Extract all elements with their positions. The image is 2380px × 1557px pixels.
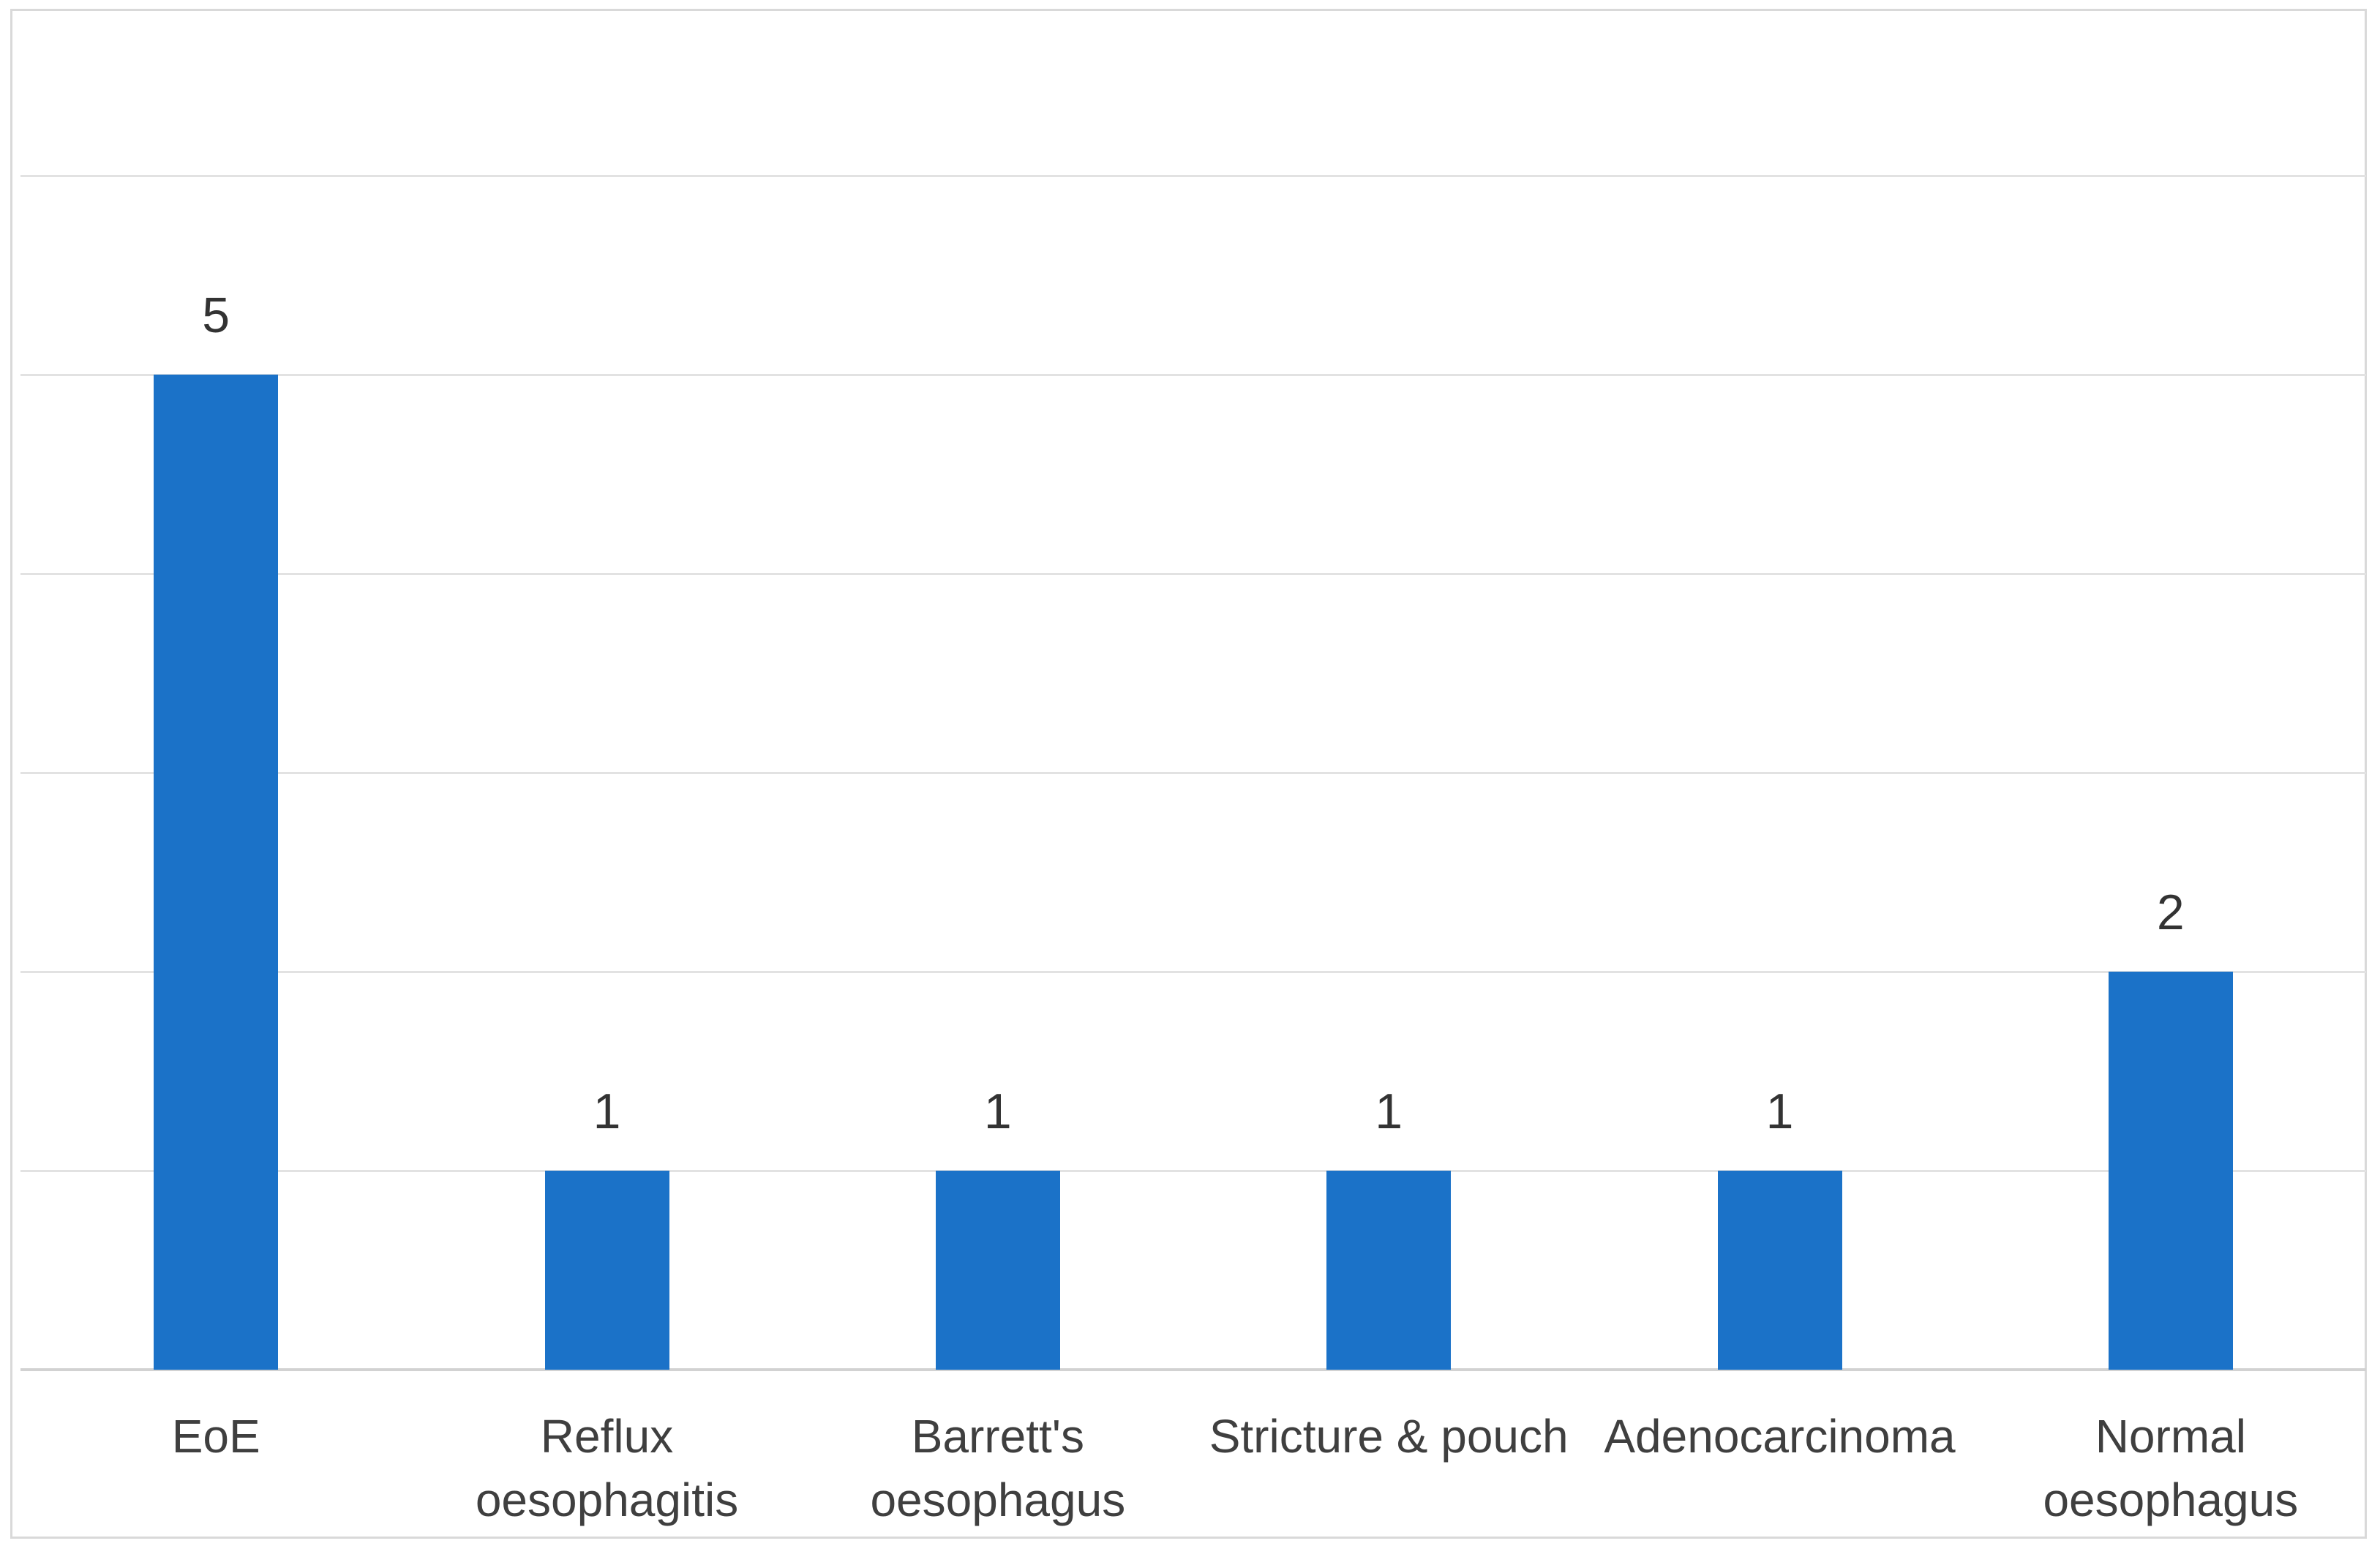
data-label-reflux-oesophagitis: 1 — [593, 1084, 621, 1139]
x-axis-label-line: oesophagus — [2043, 1474, 2299, 1526]
data-label-adenocarcinoma: 1 — [1765, 1084, 1794, 1139]
x-axis-line — [20, 1368, 2366, 1371]
x-axis-label-normal-oesophagus: Normal oesophagus — [1929, 1405, 2380, 1532]
x-axis-label-adenocarcinoma: Adenocarcinoma — [1539, 1405, 2022, 1468]
gridline-y6 — [20, 175, 2366, 177]
gridline-y3 — [20, 772, 2366, 774]
bar-adenocarcinoma — [1717, 1171, 1842, 1370]
x-axis-label-line: Stricture & pouch — [1209, 1410, 1569, 1463]
bar-eoe — [154, 375, 279, 1370]
data-label-stricture-pouch: 1 — [1375, 1084, 1403, 1139]
gridline-y4 — [20, 573, 2366, 575]
bar-stricture-pouch — [1326, 1171, 1452, 1370]
bar-barrett-s-oesophagus — [935, 1171, 1060, 1370]
x-axis-label-line: oesophagus — [870, 1474, 1126, 1526]
gridline-y5 — [20, 374, 2366, 376]
data-label-barrett-s-oesophagus: 1 — [983, 1084, 1012, 1139]
x-axis-label-line: Normal — [2095, 1410, 2246, 1463]
bar-normal-oesophagus — [2108, 972, 2233, 1370]
gridline-y2 — [20, 971, 2366, 973]
x-axis-label-reflux-oesophagitis: Reflux oesophagitis — [366, 1405, 849, 1532]
x-axis-label-line: EoE — [171, 1410, 260, 1463]
data-label-normal-oesophagus: 2 — [2156, 885, 2185, 940]
x-axis-label-line: oesophagitis — [475, 1474, 739, 1526]
bar-reflux-oesophagitis — [544, 1171, 669, 1370]
x-axis-label-eoe: EoE — [0, 1405, 457, 1468]
x-axis-label-stricture-pouch: Stricture & pouch — [1147, 1405, 1630, 1468]
gridline-y1 — [20, 1170, 2366, 1172]
x-axis-label-line: Reflux — [540, 1410, 674, 1463]
data-label-eoe: 5 — [202, 288, 230, 343]
x-axis-label-barrett-s-oesophagus: Barrett's oesophagus — [757, 1405, 1239, 1532]
x-axis-label-line: Barrett's — [911, 1410, 1084, 1463]
x-axis-label-line: Adenocarcinoma — [1604, 1410, 1956, 1463]
